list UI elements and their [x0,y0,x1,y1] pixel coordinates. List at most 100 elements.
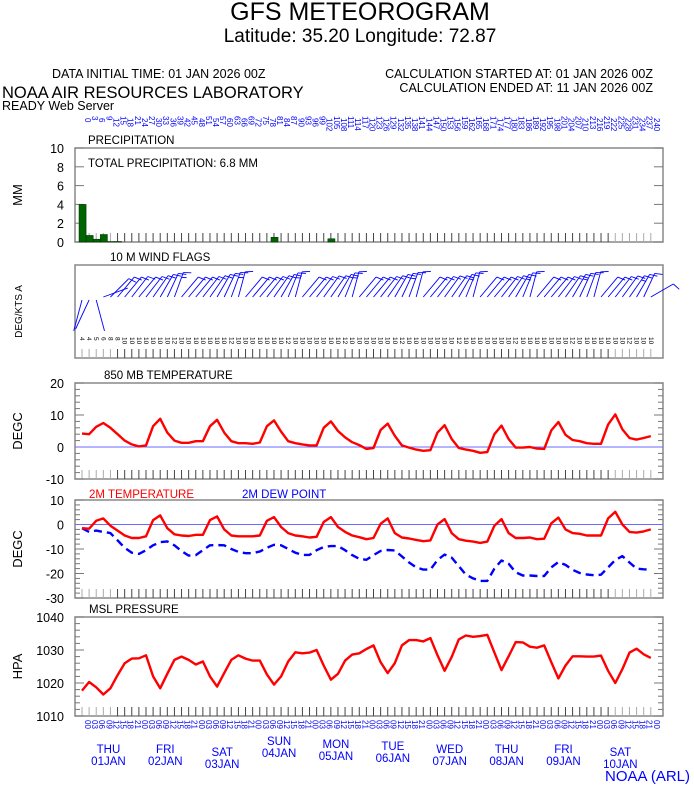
t850-frame [74,382,664,480]
hour-of-day-label: 18 [581,720,590,729]
wind-speed-label: 10 [419,337,426,345]
wind-speed-label: 4 [85,337,92,341]
wind-barb-flag [161,276,170,280]
wind-barb-flag [155,276,164,281]
forecast-hour-label: 18 [126,118,135,127]
server-name: READY Web Server [2,99,114,113]
wind-barb-staff [451,275,468,298]
msl-y-tick-label: 1020 [36,677,64,691]
hour-of-day-label: 00 [538,720,547,729]
hour-of-day-label: 06 [439,720,448,729]
forecast-hour-label: 108 [339,118,348,132]
wind-barb-staff [117,276,135,298]
t850-y-tick-label: 20 [50,377,64,391]
hour-of-day-label: 06 [609,720,618,729]
wind-barb-staff [366,276,384,298]
wind-barb-flag [574,276,583,280]
hour-of-day-label: 00 [424,720,433,729]
forecast-hour-label: 180 [510,118,519,132]
wind-speed-label: 8 [114,337,121,341]
day-of-week-label: SAT [610,747,632,759]
wind-barb-flag [332,276,341,280]
wind-speed-label: 10 [163,337,170,345]
wind-speed-label: 10 [242,337,249,345]
wind-speed-label: 10 [306,337,313,345]
hour-of-day-label: 09 [616,720,625,729]
t850-title: 850 MB TEMPERATURE [104,370,233,382]
forecast-hour-label: 45 [190,116,199,125]
wind-barb-staff [323,275,340,298]
forecast-hour-label: 126 [382,118,391,132]
hour-of-day-label: 03 [375,720,384,729]
wind-speed-label: 10 [362,337,369,345]
forecast-hour-label: 177 [502,116,511,130]
wind-speed-label: 10 [597,337,604,345]
wind-barb-flag [410,277,416,280]
forecast-hour-label: 231 [630,116,639,130]
wind-speed-label: 10 [135,337,142,345]
wind-speed-label: 4 [78,337,85,341]
date-label: 09JAN [546,756,581,768]
wind-speed-label: 10 [647,337,654,345]
wind-barb-flag [517,276,526,280]
wind-barb-staff [401,273,414,298]
wind-barb-flag [617,276,626,281]
forecast-hour-label: 27 [147,116,156,125]
wind-speed-label: 12 [341,337,348,345]
t2m-y-tick-label: 0 [57,519,64,533]
wind-barb-staff [486,276,505,298]
wind-barb-staff [152,275,169,298]
wind-barb-staff [159,274,174,298]
wind-barb-staff [529,271,538,298]
wind-barb-staff [294,271,303,298]
wind-speed-label: 10 [604,337,611,345]
wind-speed-label: 10 [505,337,512,345]
wind-barb-staff [195,276,213,298]
hour-of-day-label: 06 [382,720,391,729]
hour-of-day-label: 03 [204,720,213,729]
wind-speed-label: 10 [334,337,341,345]
wind-barb-staff [579,273,592,298]
wind-barb-staff [515,274,530,298]
hour-of-day-label: 21 [303,720,312,729]
wind-speed-label: 10 [583,337,590,345]
wind-barb-staff [422,276,441,298]
hour-of-day-label: 09 [161,720,170,729]
forecast-hour-label: 123 [375,116,384,130]
forecast-hour-label: 222 [609,118,618,132]
hour-of-day-label: 21 [645,720,654,729]
hour-of-day-label: 00 [367,720,376,729]
wind-barb-staff [237,271,246,298]
wind-speed-label: 10 [256,337,263,345]
precip-bar [270,237,279,243]
wind-barb-staff [458,274,473,298]
wind-barb-staff [174,272,184,298]
wind-speed-label: 6 [99,337,106,341]
wind-speed-label: 10 [178,337,185,345]
wind-speed-label: 10 [526,337,533,345]
forecast-hour-label: 81 [275,116,284,125]
wind-barb-flag [654,272,663,275]
msl-y-tick-label: 1030 [36,644,64,658]
wind-barb-flag [396,276,405,280]
wind-barb-staff [124,276,142,298]
wind-barb-flag [673,283,680,290]
forecast-hour-label: 147 [431,116,440,130]
wind-speed-label: 10 [270,337,277,345]
wind-barb-flag [382,276,391,281]
wind-barb-flag [134,276,142,281]
hour-of-day-label: 09 [218,720,227,729]
forecast-hour-label: 72 [254,118,263,127]
hour-of-day-label: 15 [517,720,526,729]
hour-of-day-label: 18 [410,720,419,729]
forecast-hour-label: 96 [311,118,320,127]
wind-speed-label: 5 [92,337,99,341]
hour-of-day-label: 12 [623,720,632,729]
day-of-week-label: FRI [156,744,175,756]
wind-barb-staff [351,271,360,298]
wind-barb-flag [453,276,462,280]
wind-speed-label: 10 [192,337,199,345]
wind-barb-flag [326,276,334,281]
forecast-hour-label: 165 [474,116,483,130]
wind-barb-flag [503,276,512,281]
